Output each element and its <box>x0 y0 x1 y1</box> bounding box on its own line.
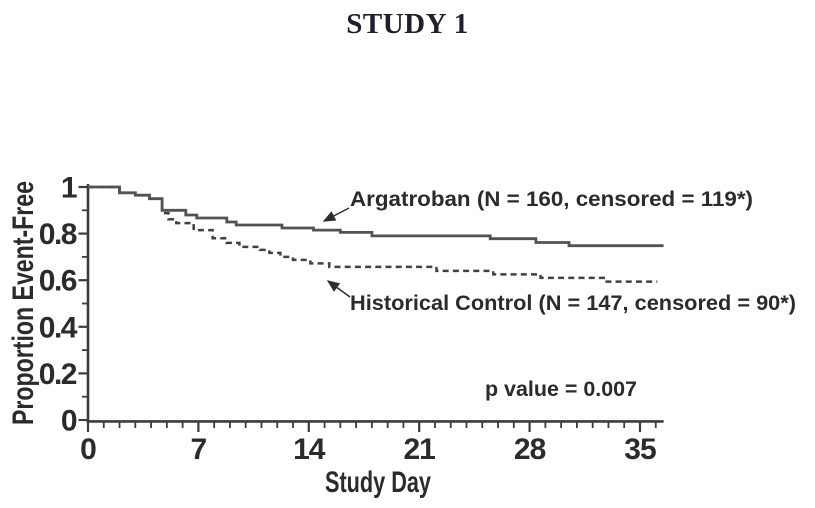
argatroban-label-arrow <box>322 207 350 222</box>
y-tick-label: 0.4 <box>39 311 78 344</box>
x-tick-label: 28 <box>514 433 546 466</box>
annotations: Argatroban (N = 160, censored = 119*) His… <box>322 188 796 401</box>
y-tick-label: 0.8 <box>39 218 77 251</box>
argatroban-curve <box>88 185 664 248</box>
x-tick-label: 14 <box>293 433 326 466</box>
historical-control-label: Historical Control (N = 147, censored = … <box>350 292 796 315</box>
x-axis-title: Study Day <box>325 466 431 499</box>
x-tick-label: 7 <box>191 433 207 466</box>
x-tick-label: 0 <box>80 433 96 466</box>
p-value-label: p value = 0.007 <box>485 378 637 401</box>
curves <box>88 185 664 283</box>
y-axis-title: Proportion Event-Free <box>7 181 40 425</box>
x-tick-label: 21 <box>404 433 436 466</box>
y-tick-label: 0.6 <box>39 265 77 298</box>
y-tick-label: 1 <box>61 172 77 205</box>
figure-title: STUDY 1 <box>346 8 469 40</box>
argatroban-label: Argatroban (N = 160, censored = 119*) <box>350 188 753 211</box>
y-tick-label: 0 <box>61 405 77 438</box>
y-tick-label: 0.2 <box>39 358 77 391</box>
x-tick-label: 35 <box>624 433 656 466</box>
axes: 0 7 14 21 28 35 0 0.2 0.4 0.6 0.8 1 Study Day Proport… <box>7 172 664 499</box>
historical-control-label-arrow <box>326 280 351 298</box>
